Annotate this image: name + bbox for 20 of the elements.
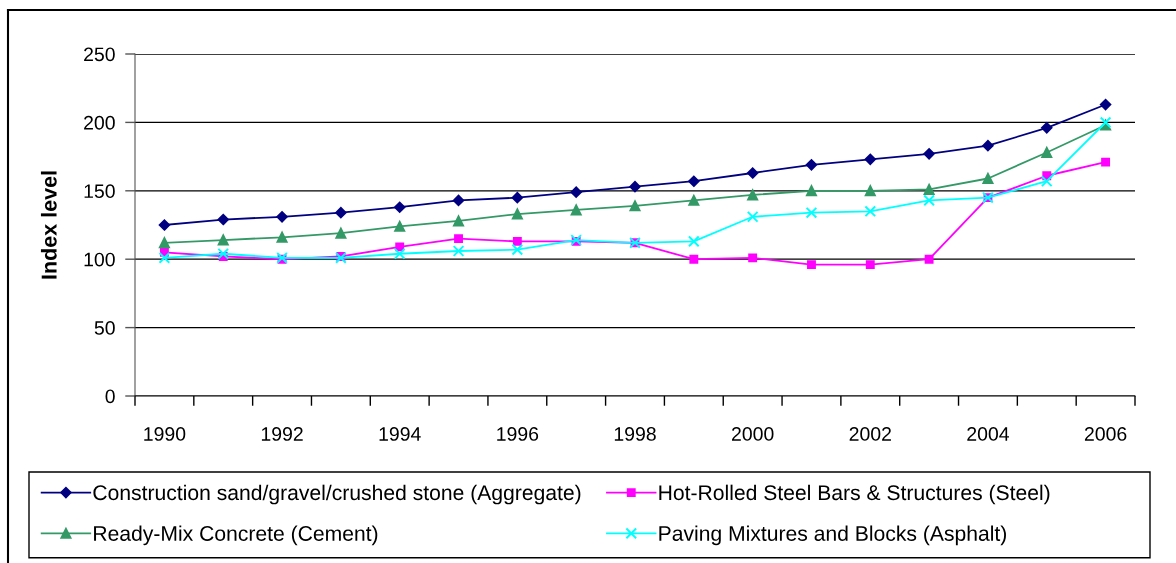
y-tick-label: 100 (84, 252, 115, 267)
x-tick-label: 2006 (1084, 427, 1127, 441)
x-tick-label: 2004 (967, 427, 1009, 441)
x-tick-label: 1996 (497, 427, 539, 441)
legend-label: Ready-Mix Concrete (Cement) (94, 525, 378, 546)
y-tick-label: 150 (84, 184, 115, 199)
legend-label: Construction sand/gravel/crushed stone (Aggregate) (93, 484, 581, 505)
x-tick-label: 1998 (614, 427, 656, 441)
x-tick-label: 1994 (379, 427, 421, 441)
x-tick-label: 1990 (144, 427, 186, 441)
y-tick-label: 250 (84, 47, 115, 62)
legend-label: Paving Mixtures and Blocks (Asphalt) (659, 525, 1006, 546)
x-tick-label: 1992 (261, 427, 303, 441)
y-axis-title: Index level (40, 171, 57, 279)
y-tick-label: 50 (94, 321, 115, 335)
x-tick-label: 2002 (849, 427, 891, 441)
legend-label: Hot-Rolled Steel Bars & Structures (Steel) (659, 484, 1050, 505)
y-tick-label: 200 (84, 115, 115, 130)
y-tick-label: 0 (105, 389, 115, 404)
x-tick-label: 2000 (732, 427, 774, 441)
